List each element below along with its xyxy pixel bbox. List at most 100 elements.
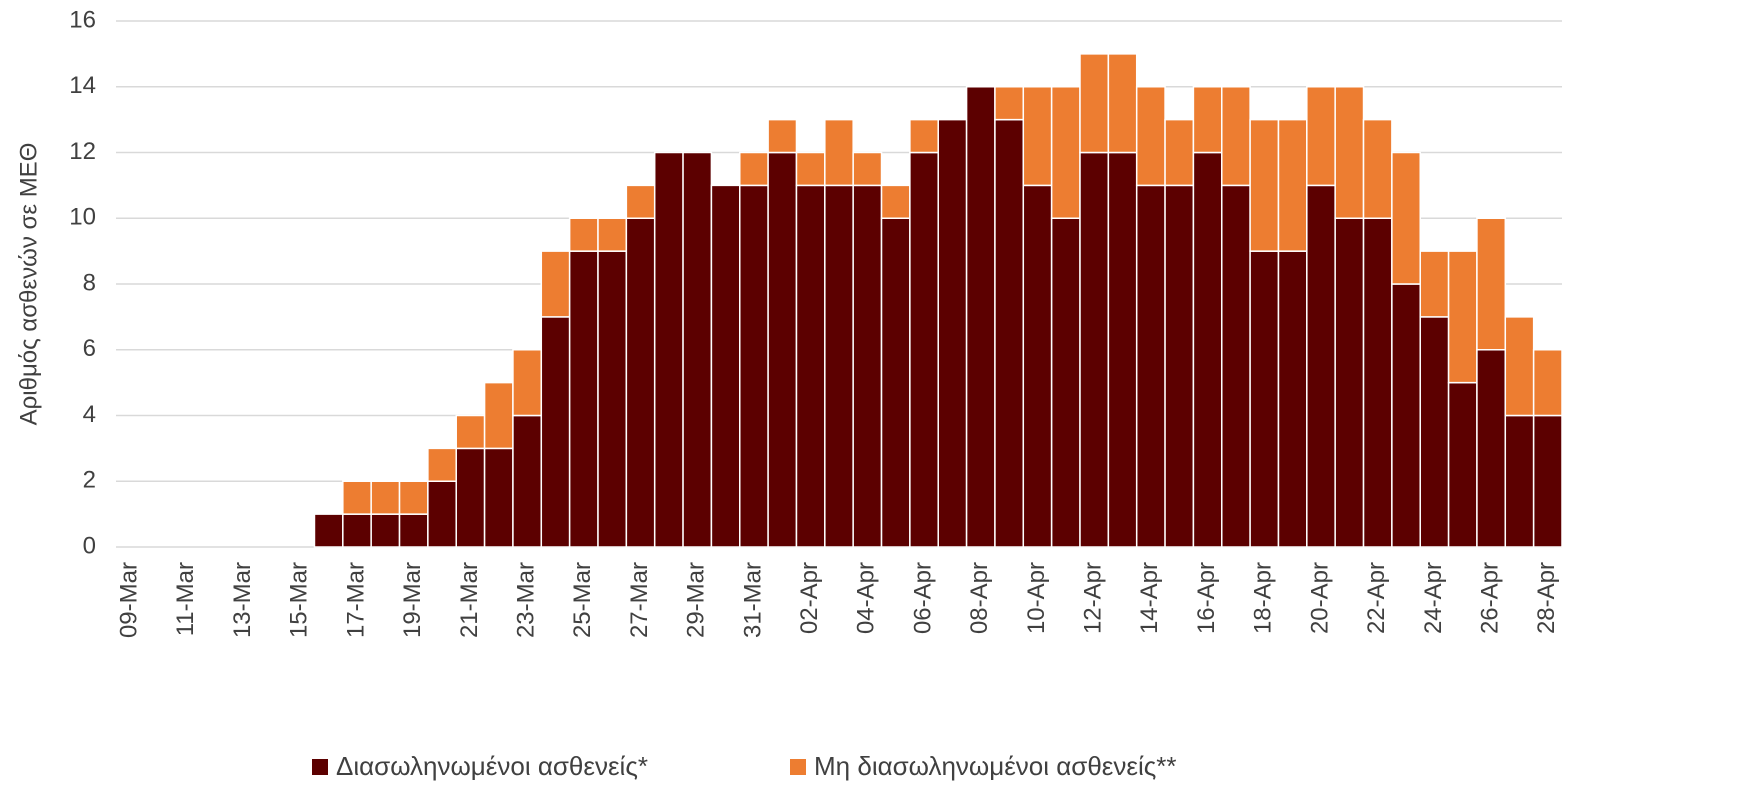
- bar-segment: [1107, 151, 1138, 548]
- y-tick-label: 10: [69, 204, 96, 231]
- bar-segment: [1135, 86, 1166, 187]
- x-tick-label: 16-Apr: [1193, 562, 1220, 634]
- y-tick-label: 16: [69, 6, 96, 33]
- x-tick-label: 14-Apr: [1136, 562, 1163, 634]
- bar-segment: [710, 184, 741, 548]
- bar-segment: [1022, 184, 1053, 548]
- bar-segment: [1419, 250, 1450, 318]
- bar-segment: [909, 118, 939, 154]
- bar-segment: [1391, 151, 1421, 285]
- x-tick-label: 21-Mar: [456, 562, 483, 638]
- x-tick-label: 25-Mar: [569, 562, 596, 638]
- bar-segment: [1419, 316, 1450, 548]
- x-tick-label: 22-Apr: [1363, 562, 1390, 634]
- y-tick-label: 6: [83, 335, 96, 362]
- x-tick-label: 23-Mar: [512, 562, 539, 638]
- bar-segment: [625, 184, 656, 219]
- bar-segment: [1107, 53, 1138, 154]
- y-tick-label: 12: [69, 138, 96, 165]
- bar-segment: [370, 513, 401, 548]
- bar-segment: [795, 151, 826, 187]
- bar-segment: [965, 86, 996, 548]
- bar-segment: [540, 250, 571, 318]
- bar-segment: [1221, 184, 1251, 548]
- bar-segment: [1334, 86, 1365, 219]
- bar-segment: [1050, 217, 1081, 548]
- x-tick-label: 29-Mar: [683, 562, 710, 638]
- x-tick-label: 06-Apr: [909, 562, 936, 634]
- bar-segment: [1306, 184, 1336, 548]
- legend-swatch: [790, 759, 806, 775]
- bar-segment: [795, 184, 826, 548]
- bar-segment: [682, 151, 713, 548]
- bar-segment: [1192, 151, 1223, 548]
- bar-segment: [398, 480, 429, 515]
- x-tick-label: 04-Apr: [853, 562, 880, 634]
- bar-segment: [1532, 349, 1563, 417]
- x-tick-label: 26-Apr: [1476, 562, 1503, 634]
- bar-segment: [1334, 217, 1365, 548]
- x-tick-label: 11-Mar: [172, 562, 199, 636]
- bar-segment: [597, 217, 628, 252]
- bar-segment: [739, 151, 769, 187]
- bar-segment: [342, 480, 372, 515]
- bar-segment: [1447, 250, 1478, 384]
- bar-segment: [455, 414, 486, 450]
- y-tick-label: 2: [83, 467, 96, 494]
- bar-segment: [824, 184, 854, 548]
- x-tick-label: 28-Apr: [1533, 562, 1560, 634]
- x-tick-label: 13-Mar: [229, 562, 256, 638]
- x-tick-label: 27-Mar: [626, 562, 653, 638]
- x-tick-label: 20-Apr: [1306, 562, 1333, 634]
- bar-segment: [313, 513, 344, 548]
- bar-segment: [1050, 86, 1081, 219]
- bar-segment: [1476, 217, 1507, 351]
- bar-segment: [1079, 151, 1110, 548]
- bar-segment: [483, 447, 514, 548]
- bar-segment: [1164, 184, 1195, 548]
- bar-segment: [1022, 86, 1053, 187]
- bar-segment: [739, 184, 769, 548]
- y-tick-label: 8: [83, 269, 96, 296]
- bar-segment: [653, 151, 684, 548]
- x-tick-label: 17-Mar: [342, 562, 369, 638]
- x-tick-label: 18-Apr: [1250, 562, 1277, 634]
- x-tick-label: 15-Mar: [286, 562, 313, 638]
- bar-segment: [625, 217, 656, 548]
- bar-segment: [880, 217, 911, 548]
- y-axis-label: Αριθμός ασθενών σε ΜΕΘ: [15, 143, 42, 426]
- bar-segment: [370, 480, 401, 515]
- bar-segment: [597, 250, 628, 548]
- bar-segment: [398, 513, 429, 548]
- bar-segment: [937, 118, 968, 548]
- bar-segment: [1249, 118, 1280, 252]
- bar-segment: [1532, 414, 1563, 548]
- bar-segment: [1391, 283, 1421, 548]
- legend-label: Μη διασωληνωμένοι ασθενείς**: [814, 751, 1177, 781]
- bar-segment: [512, 349, 543, 417]
- x-tick-label: 10-Apr: [1023, 562, 1050, 634]
- bar-segment: [512, 414, 543, 548]
- bar-segment: [540, 316, 571, 548]
- bar-segment: [852, 184, 883, 548]
- bar-segment: [852, 151, 883, 187]
- bar-segment: [994, 118, 1025, 548]
- bar-segment: [880, 184, 911, 219]
- bar-segment: [1476, 349, 1507, 548]
- bar-segment: [909, 151, 939, 548]
- x-tick-label: 08-Apr: [966, 562, 993, 634]
- x-tick-label: 19-Mar: [399, 562, 426, 638]
- x-tick-label: 31-Mar: [739, 562, 766, 638]
- bar-segment: [568, 217, 599, 252]
- bar-segment: [1362, 118, 1393, 219]
- bar-segment: [824, 118, 854, 187]
- x-tick-label: 02-Apr: [796, 562, 823, 634]
- y-tick-label: 0: [83, 532, 96, 559]
- bar-segment: [1277, 250, 1308, 548]
- bar-segment: [1221, 86, 1251, 187]
- bar-segment: [1306, 86, 1336, 187]
- x-tick-label: 09-Mar: [116, 562, 143, 638]
- x-tick-label: 12-Apr: [1080, 562, 1107, 634]
- bar-segment: [1079, 53, 1110, 154]
